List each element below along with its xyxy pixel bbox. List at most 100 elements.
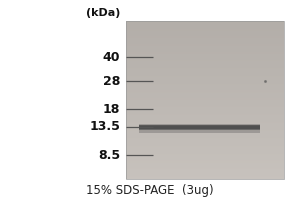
- Bar: [126, 94, 284, 96]
- Bar: [126, 48, 284, 50]
- Bar: [126, 85, 284, 87]
- Bar: [126, 30, 284, 32]
- Bar: [126, 130, 284, 132]
- Bar: [126, 58, 284, 59]
- Bar: [126, 159, 284, 160]
- Bar: [126, 77, 284, 79]
- Bar: [126, 175, 284, 176]
- Bar: [126, 96, 284, 97]
- Bar: [126, 23, 284, 25]
- Bar: [126, 121, 284, 122]
- Bar: [126, 97, 284, 99]
- Bar: [126, 127, 284, 129]
- Bar: [126, 115, 284, 117]
- Bar: [126, 152, 284, 154]
- Bar: [126, 172, 284, 174]
- Bar: [126, 35, 284, 37]
- Bar: [126, 34, 284, 36]
- Bar: [126, 55, 284, 57]
- Text: 8.5: 8.5: [98, 149, 120, 162]
- Bar: [126, 135, 284, 137]
- Bar: [126, 165, 284, 167]
- Bar: [126, 117, 284, 118]
- Bar: [126, 155, 284, 157]
- Text: 18: 18: [103, 103, 120, 116]
- Bar: [126, 157, 284, 159]
- Bar: [126, 168, 284, 170]
- Text: (kDa): (kDa): [86, 8, 120, 18]
- Bar: [126, 56, 284, 58]
- Bar: [126, 51, 284, 53]
- Bar: [126, 40, 284, 42]
- Bar: [126, 163, 284, 164]
- Bar: [126, 177, 284, 179]
- Bar: [126, 79, 284, 80]
- Bar: [126, 147, 284, 149]
- Bar: [126, 143, 284, 145]
- Bar: [139, 126, 260, 130]
- Bar: [126, 69, 284, 71]
- Bar: [126, 59, 284, 61]
- Bar: [126, 44, 284, 46]
- Bar: [126, 126, 284, 128]
- Bar: [126, 129, 284, 130]
- Bar: [126, 160, 284, 162]
- Bar: [126, 43, 284, 45]
- Bar: [139, 124, 260, 128]
- Bar: [126, 25, 284, 26]
- Bar: [126, 111, 284, 113]
- Bar: [126, 154, 284, 155]
- Bar: [126, 176, 284, 178]
- Bar: [126, 131, 284, 133]
- Bar: [126, 21, 284, 179]
- Bar: [126, 156, 284, 158]
- Bar: [126, 98, 284, 100]
- Bar: [126, 125, 284, 126]
- Bar: [126, 46, 284, 47]
- Text: 40: 40: [103, 51, 120, 64]
- Bar: [126, 83, 284, 84]
- Bar: [126, 100, 284, 101]
- Bar: [126, 146, 284, 147]
- Bar: [126, 65, 284, 67]
- Bar: [126, 122, 284, 124]
- Bar: [126, 144, 284, 146]
- Bar: [126, 22, 284, 24]
- Bar: [126, 67, 284, 68]
- Bar: [126, 140, 284, 142]
- Bar: [139, 125, 260, 129]
- Bar: [126, 101, 284, 103]
- Bar: [126, 81, 284, 83]
- Bar: [126, 138, 284, 139]
- Bar: [126, 63, 284, 64]
- Bar: [126, 167, 284, 168]
- Bar: [126, 54, 284, 55]
- Bar: [126, 134, 284, 136]
- Bar: [126, 161, 284, 163]
- Bar: [126, 113, 284, 114]
- Bar: [126, 109, 284, 111]
- Bar: [126, 76, 284, 78]
- Bar: [126, 106, 284, 108]
- Bar: [126, 60, 284, 62]
- Bar: [126, 31, 284, 33]
- Bar: [139, 128, 260, 133]
- Bar: [126, 142, 284, 143]
- Bar: [126, 107, 284, 109]
- Bar: [126, 173, 284, 175]
- Bar: [126, 39, 284, 41]
- Text: 28: 28: [103, 75, 120, 88]
- Bar: [126, 21, 284, 22]
- Bar: [126, 26, 284, 28]
- Bar: [126, 73, 284, 75]
- Bar: [126, 27, 284, 29]
- Bar: [126, 89, 284, 91]
- Bar: [126, 169, 284, 171]
- Bar: [126, 75, 284, 76]
- Bar: [126, 92, 284, 93]
- Bar: [126, 119, 284, 121]
- Bar: [126, 68, 284, 70]
- Bar: [126, 93, 284, 95]
- Bar: [126, 36, 284, 38]
- Bar: [126, 110, 284, 112]
